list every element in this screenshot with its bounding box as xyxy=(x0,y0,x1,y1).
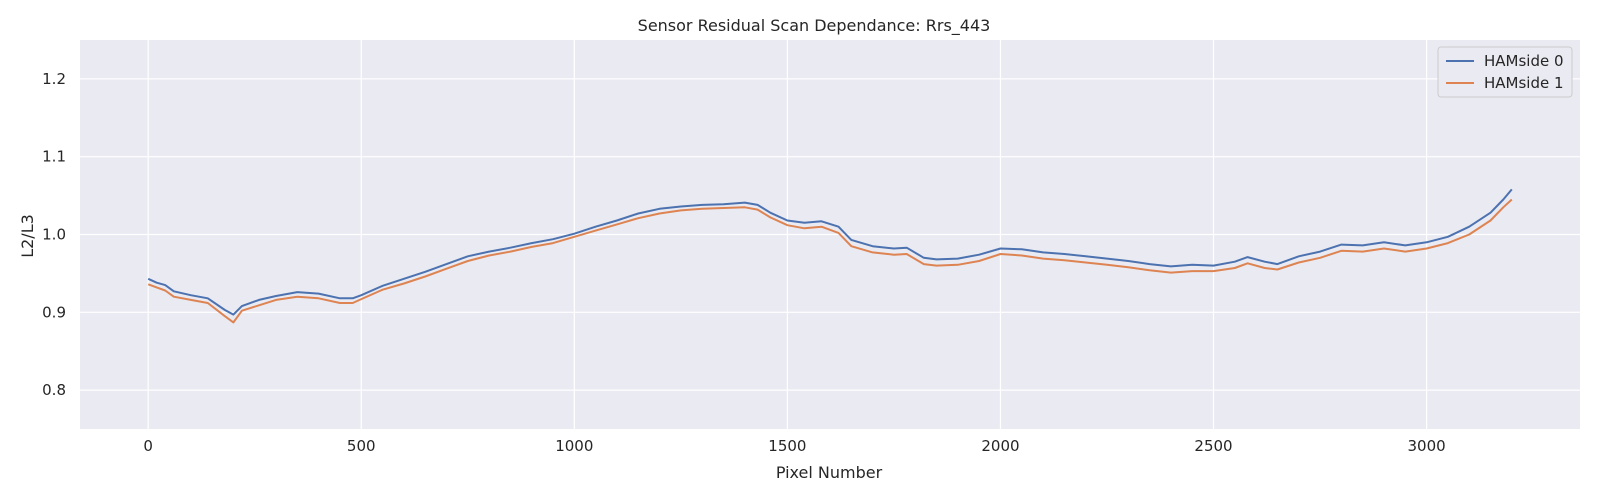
grid-lines xyxy=(80,40,1580,429)
series-line-hamside-1 xyxy=(147,198,1513,324)
chart-title: Sensor Residual Scan Dependance: Rrs_443 xyxy=(638,16,991,36)
legend-box xyxy=(1437,46,1573,98)
x-tick-label: 1000 xyxy=(555,437,593,455)
x-tick-label: 0 xyxy=(143,437,153,455)
y-axis-ticks: 0.8 0.9 1.0 1.1 1.2 xyxy=(42,70,66,399)
y-tick-label: 0.9 xyxy=(42,303,66,321)
legend-label: HAMside 0 xyxy=(1484,52,1564,70)
x-tick-label: 2500 xyxy=(1194,437,1232,455)
series-line-hamside-0 xyxy=(147,188,1513,316)
x-tick-label: 2000 xyxy=(981,437,1019,455)
y-axis-title: L2/L3 xyxy=(18,214,37,258)
y-tick-label: 1.2 xyxy=(42,70,66,88)
y-tick-label: 1.0 xyxy=(42,226,66,244)
y-tick-label: 0.8 xyxy=(42,381,66,399)
x-axis-ticks: 0 500 1000 1500 2000 2500 3000 xyxy=(143,437,1445,455)
legend: HAMside 0 HAMside 1 xyxy=(1437,46,1573,98)
series-lines xyxy=(147,188,1513,324)
legend-label: HAMside 1 xyxy=(1484,74,1564,92)
x-tick-label: 500 xyxy=(347,437,376,455)
x-axis-title: Pixel Number xyxy=(776,463,883,482)
x-tick-label: 3000 xyxy=(1407,437,1445,455)
y-tick-label: 1.1 xyxy=(42,148,66,166)
x-tick-label: 1500 xyxy=(768,437,806,455)
